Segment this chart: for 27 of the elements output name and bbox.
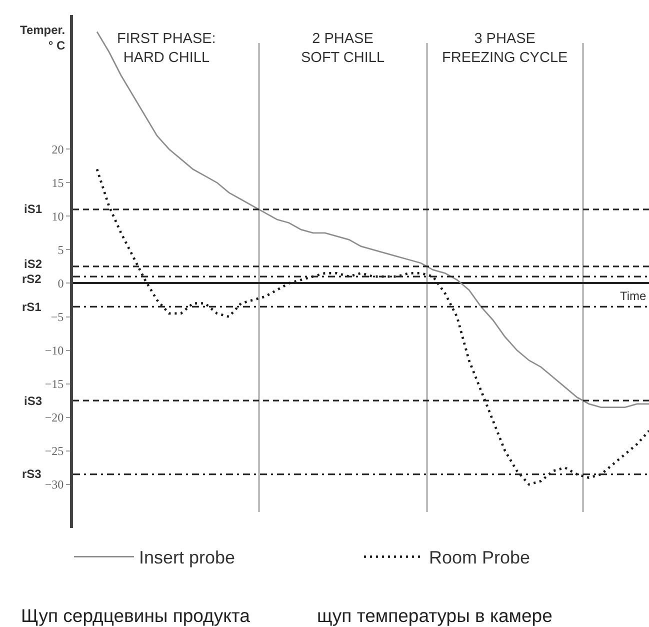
ref-line-label: rS1 bbox=[22, 300, 42, 314]
y-tick-label: 0 bbox=[58, 276, 64, 290]
legend-label: Room Probe bbox=[429, 548, 530, 568]
legend-label: Insert probe bbox=[139, 548, 236, 568]
ref-line-label: iS2 bbox=[24, 257, 42, 271]
y-axis-title: Temper. ° C bbox=[20, 23, 66, 53]
ref-line-label: rS3 bbox=[22, 467, 42, 481]
annotation: 3 PHASE FREEZING CYCLE bbox=[442, 31, 568, 66]
y-tick-label: −10 bbox=[44, 343, 64, 358]
y-tick-label: −20 bbox=[44, 410, 64, 425]
y-tick-label: −15 bbox=[44, 377, 64, 392]
y-tick-label: 20 bbox=[52, 142, 64, 156]
y-tick-label: 5 bbox=[58, 242, 64, 257]
ref-line-label: iS1 bbox=[24, 202, 42, 216]
y-tick-label: −30 bbox=[44, 478, 64, 492]
y-tick-label: 10 bbox=[52, 209, 64, 224]
text: Щуп сердцевины продукта bbox=[21, 605, 251, 626]
text: щуп температуры в камере bbox=[317, 605, 552, 626]
ref-line-label: iS3 bbox=[24, 394, 42, 408]
annotation: FIRST PHASE: HARD CHILL bbox=[117, 31, 216, 66]
annotation: 2 PHASE SOFT CHILL bbox=[301, 31, 385, 66]
y-tick-label: −5 bbox=[50, 310, 64, 324]
y-tick-label: −25 bbox=[44, 444, 64, 458]
y-tick-label: 15 bbox=[52, 176, 64, 190]
ref-line-label: rS2 bbox=[22, 272, 42, 286]
x-axis-title: Time bbox=[620, 289, 647, 303]
line-series bbox=[96, 31, 649, 408]
